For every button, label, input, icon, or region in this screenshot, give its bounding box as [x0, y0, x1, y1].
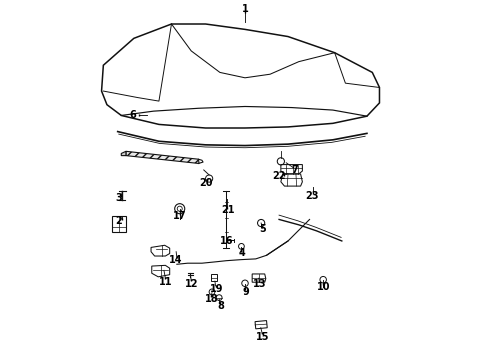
Text: 23: 23	[306, 191, 319, 201]
Text: 14: 14	[170, 255, 183, 265]
Text: 15: 15	[255, 332, 269, 342]
Text: 16: 16	[220, 236, 234, 246]
Text: 17: 17	[173, 211, 187, 221]
Text: 12: 12	[184, 279, 198, 289]
Text: 4: 4	[239, 248, 245, 258]
Text: 7: 7	[292, 165, 298, 175]
Text: 2: 2	[115, 216, 122, 225]
Text: 13: 13	[252, 279, 266, 289]
Text: 6: 6	[129, 110, 136, 120]
Text: 9: 9	[243, 287, 249, 297]
Text: 1: 1	[242, 4, 248, 14]
Polygon shape	[122, 151, 126, 156]
Text: 3: 3	[115, 193, 122, 203]
Text: 21: 21	[221, 205, 235, 215]
Text: 18: 18	[204, 294, 218, 304]
Polygon shape	[126, 151, 199, 163]
Text: 5: 5	[259, 225, 266, 234]
Text: 10: 10	[317, 282, 331, 292]
Text: 20: 20	[199, 178, 212, 188]
Text: 11: 11	[159, 277, 172, 287]
Text: 22: 22	[272, 171, 286, 181]
Text: 8: 8	[217, 301, 224, 311]
Text: 19: 19	[210, 284, 223, 294]
